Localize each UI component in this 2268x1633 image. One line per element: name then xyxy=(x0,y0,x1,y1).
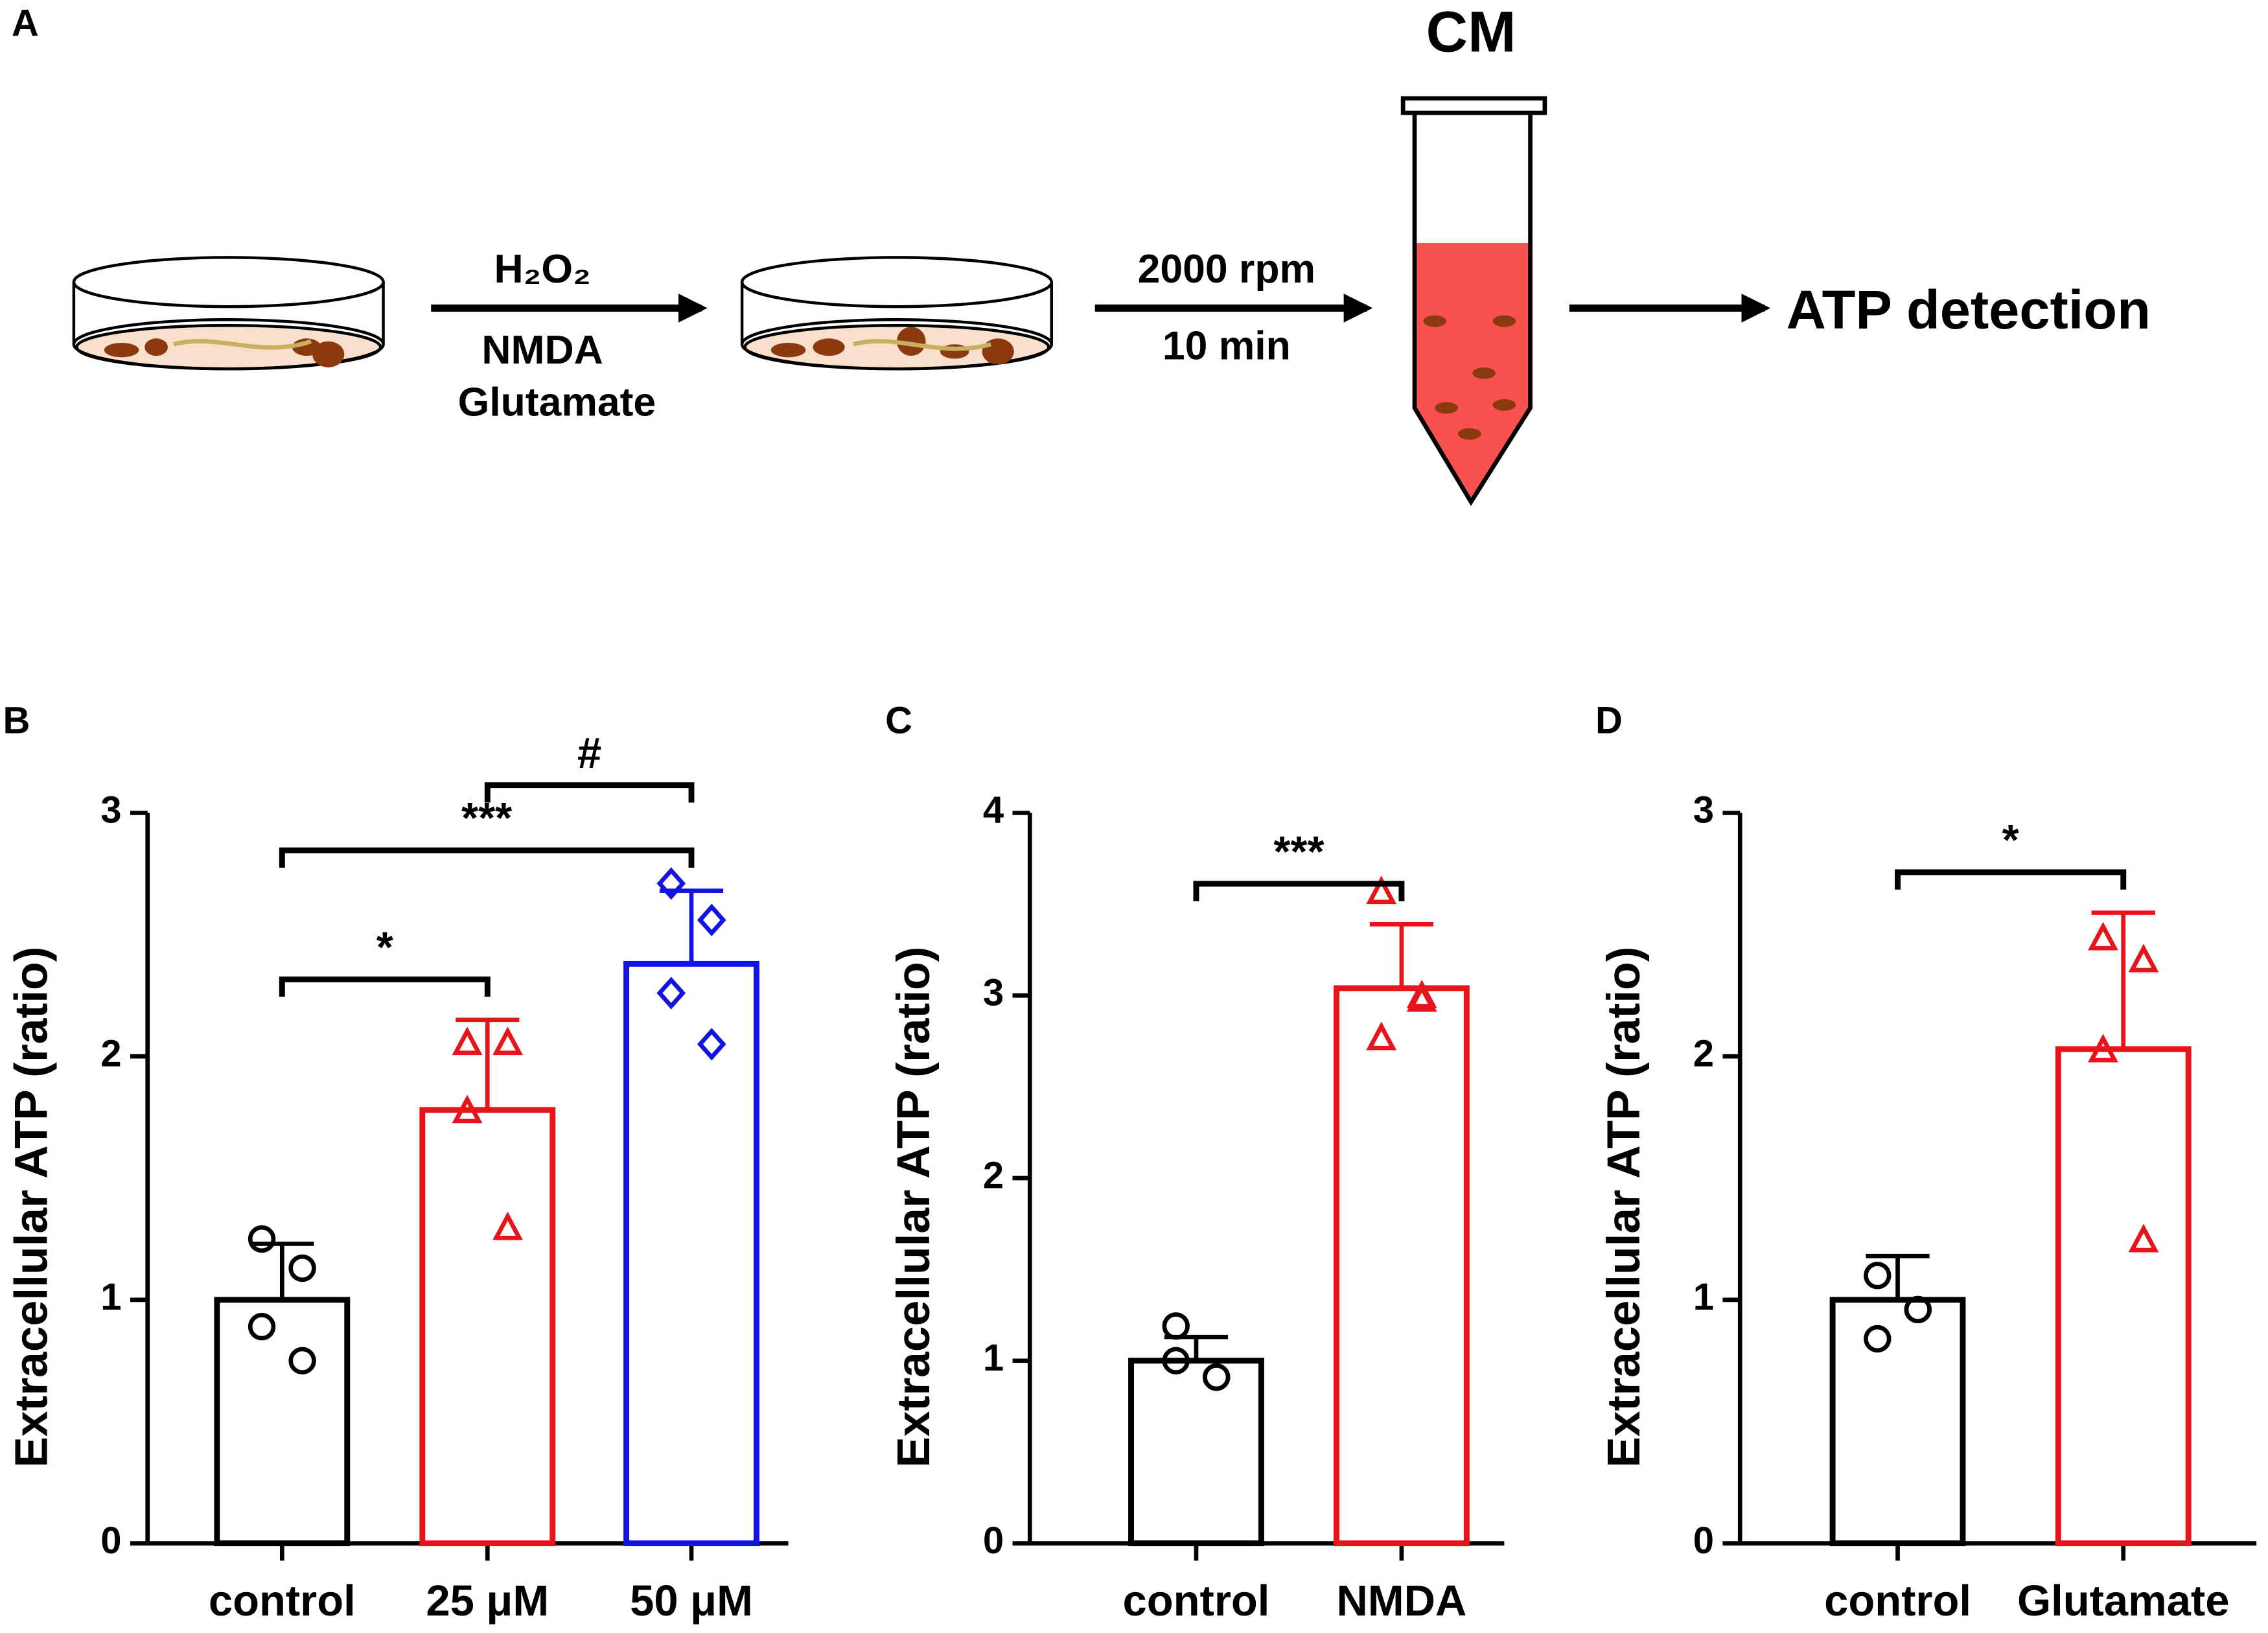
data-point xyxy=(452,1026,483,1056)
data-point xyxy=(656,867,686,900)
bar xyxy=(1829,1297,1966,1547)
y-tick-label: 2 xyxy=(983,1154,1004,1196)
significance-bracket xyxy=(1193,881,1405,901)
bar xyxy=(214,1297,351,1547)
bar xyxy=(623,960,759,1547)
y-tick-label: 0 xyxy=(983,1520,1004,1562)
y-tick-label: 3 xyxy=(983,972,1004,1014)
data-point xyxy=(1162,1312,1190,1340)
y-tick-label: 2 xyxy=(1693,1032,1714,1074)
treatment: NMDA xyxy=(481,327,603,373)
data-point xyxy=(288,1254,316,1282)
y-axis-title: Extracellular ATP (ratio) xyxy=(1598,947,1650,1468)
significance-bracket xyxy=(279,847,695,868)
significance-label: *** xyxy=(1273,828,1324,876)
x-tick-label: 50 μM xyxy=(630,1577,753,1625)
treatment: H₂O₂ xyxy=(494,246,590,292)
panel-letter: B xyxy=(3,699,30,741)
data-point xyxy=(288,1347,316,1375)
y-tick-label: 2 xyxy=(100,1032,121,1074)
y-tick-label: 1 xyxy=(1693,1276,1714,1318)
dish xyxy=(740,256,1054,371)
data-point xyxy=(452,1094,483,1124)
significance-bracket xyxy=(1895,869,2127,890)
data-point xyxy=(1203,1363,1231,1391)
y-tick-label: 3 xyxy=(100,789,121,831)
data-point xyxy=(1864,1325,1892,1353)
tube-label: CM xyxy=(1426,0,1516,64)
data-point xyxy=(492,1211,523,1240)
centrifuge-label: 10 min xyxy=(1163,323,1291,368)
data-point xyxy=(1366,875,1397,905)
data-point xyxy=(656,977,686,1010)
bar xyxy=(1334,985,1470,1547)
y-tick-label: 0 xyxy=(100,1520,121,1562)
bar xyxy=(1128,1358,1264,1547)
data-point xyxy=(697,1028,726,1061)
x-tick-label: 25 μM xyxy=(426,1577,549,1625)
output-label: ATP detection xyxy=(1787,279,2151,340)
significance-label: # xyxy=(577,729,601,778)
x-tick-label: Glutamate xyxy=(2017,1577,2229,1625)
data-point xyxy=(1904,1295,1932,1324)
x-tick-label: control xyxy=(209,1577,356,1625)
schematic: A H₂O₂ NMDA Glutamate 2000 rpm 10 min CM xyxy=(12,0,2151,506)
significance-label: * xyxy=(376,923,393,971)
y-tick-label: 1 xyxy=(983,1337,1004,1379)
x-tick-label: NMDA xyxy=(1337,1577,1467,1625)
panel-letter: A xyxy=(12,3,39,45)
x-tick-label: control xyxy=(1123,1577,1270,1625)
data-point xyxy=(248,1225,276,1253)
significance-bracket xyxy=(279,976,491,997)
panel-letter: D xyxy=(1595,699,1623,741)
data-point xyxy=(1864,1262,1892,1290)
significance-label: * xyxy=(2002,816,2019,864)
tube xyxy=(1400,96,1547,506)
data-point xyxy=(2128,1223,2159,1253)
x-tick-label: control xyxy=(1824,1577,1971,1625)
data-point xyxy=(2128,944,2159,973)
dish xyxy=(72,256,385,371)
data-point xyxy=(2088,921,2118,951)
data-point xyxy=(1406,979,1437,1008)
data-point xyxy=(697,903,726,936)
y-tick-label: 4 xyxy=(983,789,1004,831)
data-point xyxy=(1366,1021,1397,1050)
centrifuge-label: 2000 rpm xyxy=(1138,246,1315,292)
panel-letter: C xyxy=(885,699,912,741)
data-point xyxy=(248,1313,276,1341)
bar xyxy=(419,1107,556,1547)
y-axis-title: Extracellular ATP (ratio) xyxy=(5,947,57,1468)
significance-bracket xyxy=(484,782,695,803)
y-axis-title: Extracellular ATP (ratio) xyxy=(888,947,940,1468)
data-point xyxy=(1162,1347,1190,1375)
y-tick-label: 1 xyxy=(100,1276,121,1318)
bar xyxy=(2055,1046,2192,1547)
data-point xyxy=(2088,1034,2118,1063)
y-tick-label: 3 xyxy=(1693,789,1714,831)
data-point xyxy=(492,1026,523,1056)
y-tick-label: 0 xyxy=(1693,1520,1714,1562)
treatment: Glutamate xyxy=(458,379,656,424)
